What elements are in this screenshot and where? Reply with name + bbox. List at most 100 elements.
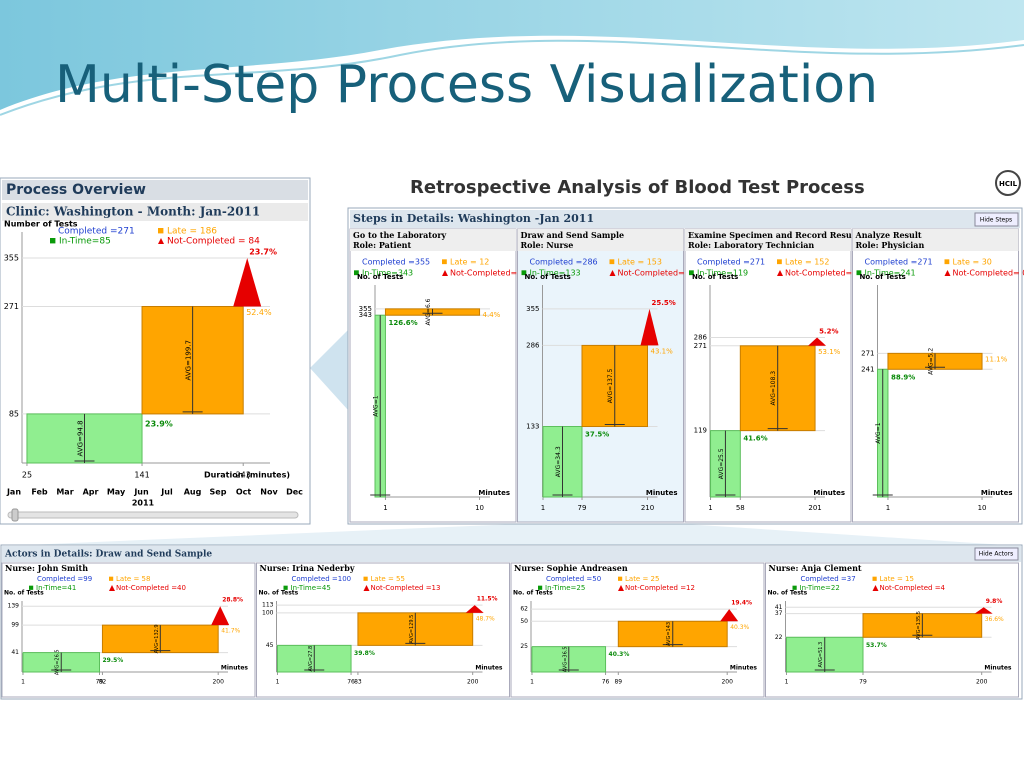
legend-not-completed: Not-Completed=15 bbox=[785, 269, 862, 278]
y-tick-label: 37 bbox=[775, 610, 783, 617]
in-time-pct: 29.5% bbox=[102, 657, 123, 664]
late-pct: 43.1% bbox=[651, 347, 674, 355]
hide-steps-button[interactable] bbox=[974, 212, 1019, 227]
late-pct: 41.7% bbox=[221, 628, 240, 635]
panel-subheader bbox=[2, 203, 308, 221]
step-role: Role: Physician bbox=[856, 240, 925, 250]
y-tick-label: 271 bbox=[4, 302, 19, 311]
month-label: Jun bbox=[133, 488, 149, 497]
in-time-pct: 126.6% bbox=[388, 319, 417, 327]
y-tick-label: 99 bbox=[11, 622, 19, 629]
late-pct: 40.3% bbox=[730, 624, 749, 631]
legend-in-time: In-Time=41 bbox=[36, 584, 76, 592]
legend-swatch bbox=[872, 576, 877, 581]
y-tick-label: 286 bbox=[526, 341, 540, 349]
avg-label: AVG=129.5 bbox=[409, 615, 415, 644]
actor-title: Nurse: Sophie Andreasen bbox=[514, 563, 628, 573]
x-axis-label: Minutes bbox=[813, 489, 845, 497]
legend-late: Late = 12 bbox=[450, 258, 489, 267]
step-header bbox=[852, 229, 1019, 251]
legend-completed: Completed =286 bbox=[530, 258, 598, 267]
y-tick-label: 133 bbox=[526, 423, 539, 431]
panel-title: Process Overview bbox=[6, 182, 146, 198]
x-tick-label: 141 bbox=[134, 471, 149, 480]
slider-thumb[interactable] bbox=[11, 508, 19, 522]
x-axis-label: Minutes bbox=[984, 665, 1012, 672]
time-slider bbox=[7, 511, 299, 519]
x-tick-label: 82 bbox=[99, 679, 107, 686]
x-tick-label: 1 bbox=[708, 504, 712, 512]
legend-completed: Completed =50 bbox=[546, 575, 601, 583]
panel-header bbox=[2, 546, 1021, 562]
x-tick-label: 1 bbox=[886, 504, 890, 512]
legend-swatch bbox=[792, 585, 797, 590]
legend-swatch bbox=[777, 270, 783, 276]
y-tick-label: 85 bbox=[9, 409, 19, 418]
avg-label: AVG=108.3 bbox=[770, 371, 777, 406]
y-tick-label: 355 bbox=[359, 305, 372, 313]
not-completed-pct: 19.4% bbox=[731, 600, 752, 607]
legend-swatch bbox=[944, 270, 951, 276]
late-pct: 11.1% bbox=[985, 355, 1008, 363]
x-tick-label: 76 bbox=[602, 679, 610, 686]
y-axis-label: No. of Tests bbox=[513, 590, 553, 597]
logo-text: HCIL bbox=[999, 180, 1018, 188]
x-axis-label: Duration (minutes) bbox=[204, 471, 290, 480]
legend-completed: Completed =99 bbox=[37, 575, 92, 583]
legend-swatch bbox=[689, 270, 694, 276]
legend-completed: Completed =271 bbox=[58, 227, 135, 237]
legend-swatch bbox=[777, 259, 782, 265]
avg-label: AVG=137.5 bbox=[607, 368, 614, 403]
legend-completed: Completed =355 bbox=[362, 258, 430, 267]
legend-not-completed: Not-Completed=69 bbox=[618, 269, 695, 278]
legend-not-completed: Not-Completed= 0 bbox=[953, 269, 1024, 278]
not-completed-marker bbox=[211, 606, 230, 626]
legend-late: Late = 55 bbox=[371, 575, 405, 583]
late-pct: 52.4% bbox=[246, 308, 272, 317]
year-label: 2011 bbox=[132, 499, 155, 508]
panel-header bbox=[350, 210, 1020, 228]
not-completed-marker bbox=[720, 609, 739, 622]
legend-in-time: In-Time=119 bbox=[697, 269, 748, 278]
step-title: Go to the Laboratory bbox=[353, 230, 447, 240]
legend-swatch bbox=[283, 585, 288, 590]
panel-header bbox=[2, 180, 308, 200]
legend-late: Late = 152 bbox=[785, 258, 829, 267]
x-tick-label: 79 bbox=[859, 679, 867, 686]
late-pct: 36.6% bbox=[985, 616, 1004, 623]
not-completed-marker bbox=[233, 257, 262, 307]
y-axis-label: No. of Tests bbox=[692, 273, 738, 281]
legend-swatch bbox=[944, 259, 950, 265]
avg-label: AVG=26.5 bbox=[55, 649, 61, 675]
legend-swatch bbox=[109, 585, 115, 591]
in-time-pct: 37.5% bbox=[585, 431, 609, 439]
legend-swatch bbox=[872, 585, 879, 591]
avg-label: AVG=25.5 bbox=[718, 448, 725, 479]
avg-label: AVG=36.5 bbox=[562, 646, 568, 672]
avg-label: AVG=132.9 bbox=[154, 624, 160, 653]
step-role: Role: Patient bbox=[353, 240, 411, 250]
actor-title: Nurse: John Smith bbox=[5, 563, 88, 573]
not-completed-pct: 11.5% bbox=[477, 596, 498, 603]
y-tick-label: 62 bbox=[520, 606, 528, 613]
legend-swatch bbox=[363, 585, 370, 591]
avg-label: AVG=6.6 bbox=[425, 298, 432, 325]
not-completed-pct: 28.8% bbox=[222, 597, 243, 604]
x-tick-label: 1 bbox=[785, 679, 789, 686]
hide-actors-button[interactable] bbox=[974, 547, 1019, 561]
step-role: Role: Laboratory Technician bbox=[688, 240, 814, 250]
legend-completed: Completed =271 bbox=[865, 258, 933, 267]
avg-label: AVG=5.2 bbox=[928, 348, 935, 375]
x-tick-label: 10 bbox=[475, 504, 484, 512]
legend-in-time: In-Time=22 bbox=[800, 584, 840, 592]
connector bbox=[2, 524, 1020, 546]
legend-not-completed: Not-Completed =13 bbox=[371, 584, 441, 592]
y-tick-label: 139 bbox=[8, 603, 20, 610]
in-time-pct: 88.9% bbox=[891, 373, 915, 381]
connector bbox=[310, 330, 348, 410]
x-tick-label: 200 bbox=[467, 679, 479, 686]
avg-label: AVG=1 bbox=[875, 422, 882, 444]
month-label: Nov bbox=[260, 488, 278, 497]
y-axis-label: No. of Tests bbox=[357, 273, 403, 281]
legend-swatch bbox=[618, 585, 624, 591]
